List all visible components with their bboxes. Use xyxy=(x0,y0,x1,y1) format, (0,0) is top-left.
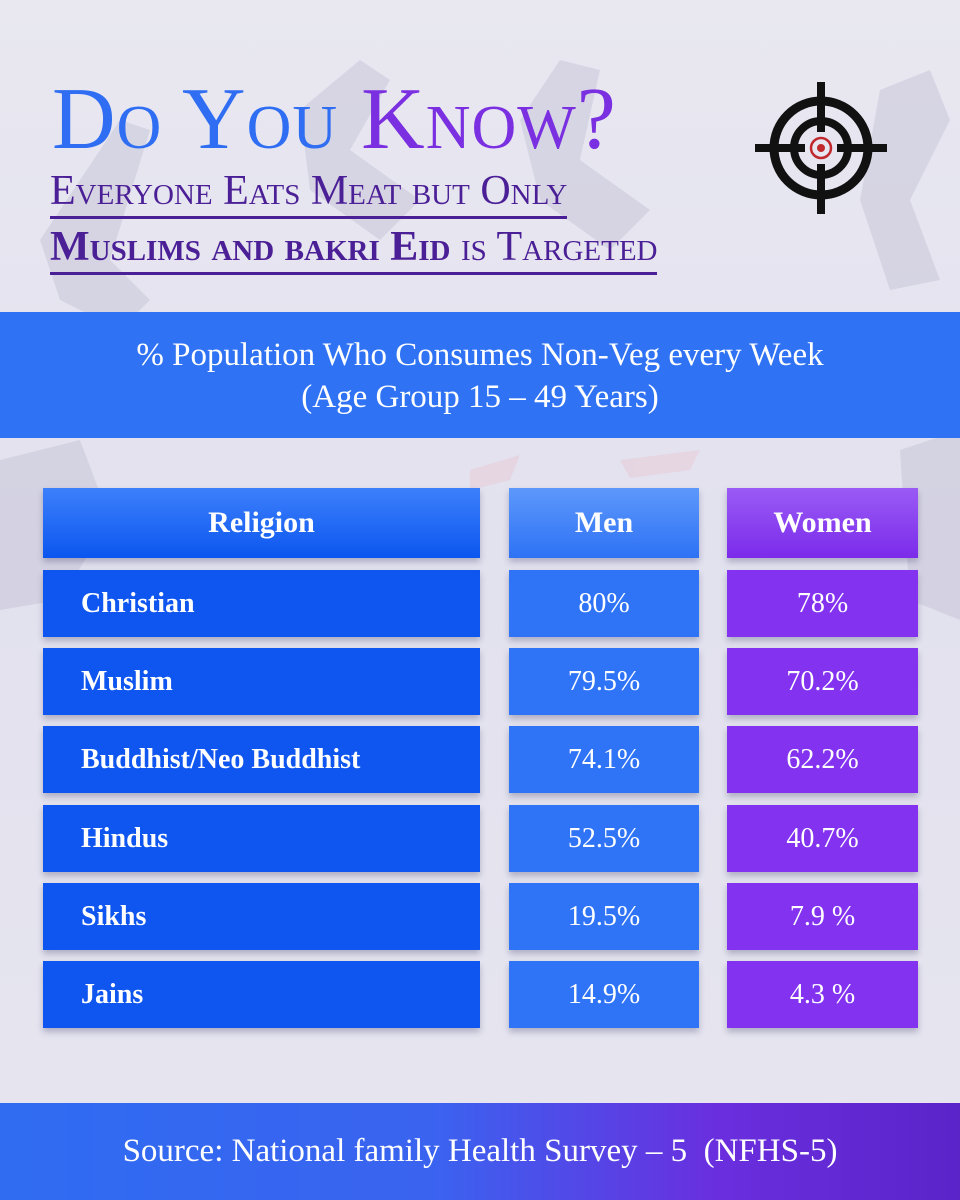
headline: Do You Know? xyxy=(52,70,772,170)
cell-women: 62.2% xyxy=(727,726,918,793)
cell-men: 80% xyxy=(509,570,699,637)
cell-women: 40.7% xyxy=(727,805,918,872)
cell-religion: Sikhs xyxy=(43,883,480,950)
cell-men: 14.9% xyxy=(509,961,699,1028)
cell-religion: Hindus xyxy=(43,805,480,872)
cell-women: 78% xyxy=(727,570,918,637)
subtitle-rest: is Targeted xyxy=(450,224,658,270)
cell-religion: Buddhist/Neo Buddhist xyxy=(43,726,480,793)
cell-religion: Jains xyxy=(43,961,480,1028)
subtitle-line-2: Muslims and bakri Eid is Targeted xyxy=(50,222,658,275)
table-subtitle: (Age Group 15 – 49 Years) xyxy=(301,379,659,415)
table-title-band: % Population Who Consumes Non-Veg every … xyxy=(0,312,960,438)
source-footer: Source: National family Health Survey – … xyxy=(0,1103,960,1200)
cell-religion: Christian xyxy=(43,570,480,637)
title-part-know: Know? xyxy=(361,71,617,168)
cell-women: 4.3 % xyxy=(727,961,918,1028)
main-title: Do You Know? xyxy=(52,70,772,170)
table-title: % Population Who Consumes Non-Veg every … xyxy=(136,337,824,373)
subtitle-line-1: Everyone Eats Meat but Only xyxy=(50,166,568,219)
cell-men: 19.5% xyxy=(509,883,699,950)
header-women: Women xyxy=(727,488,918,558)
cell-religion: Muslim xyxy=(43,648,480,715)
target-crosshair-icon xyxy=(755,82,887,214)
header-religion: Religion xyxy=(43,488,480,558)
cell-men: 74.1% xyxy=(509,726,699,793)
title-part-do-you: Do You xyxy=(52,71,362,168)
cell-women: 70.2% xyxy=(727,648,918,715)
cell-women: 7.9 % xyxy=(727,883,918,950)
cell-men: 79.5% xyxy=(509,648,699,715)
header-men: Men xyxy=(509,488,699,558)
cell-men: 52.5% xyxy=(509,805,699,872)
subtitle-bold-part: Muslims and bakri Eid xyxy=(50,224,451,270)
